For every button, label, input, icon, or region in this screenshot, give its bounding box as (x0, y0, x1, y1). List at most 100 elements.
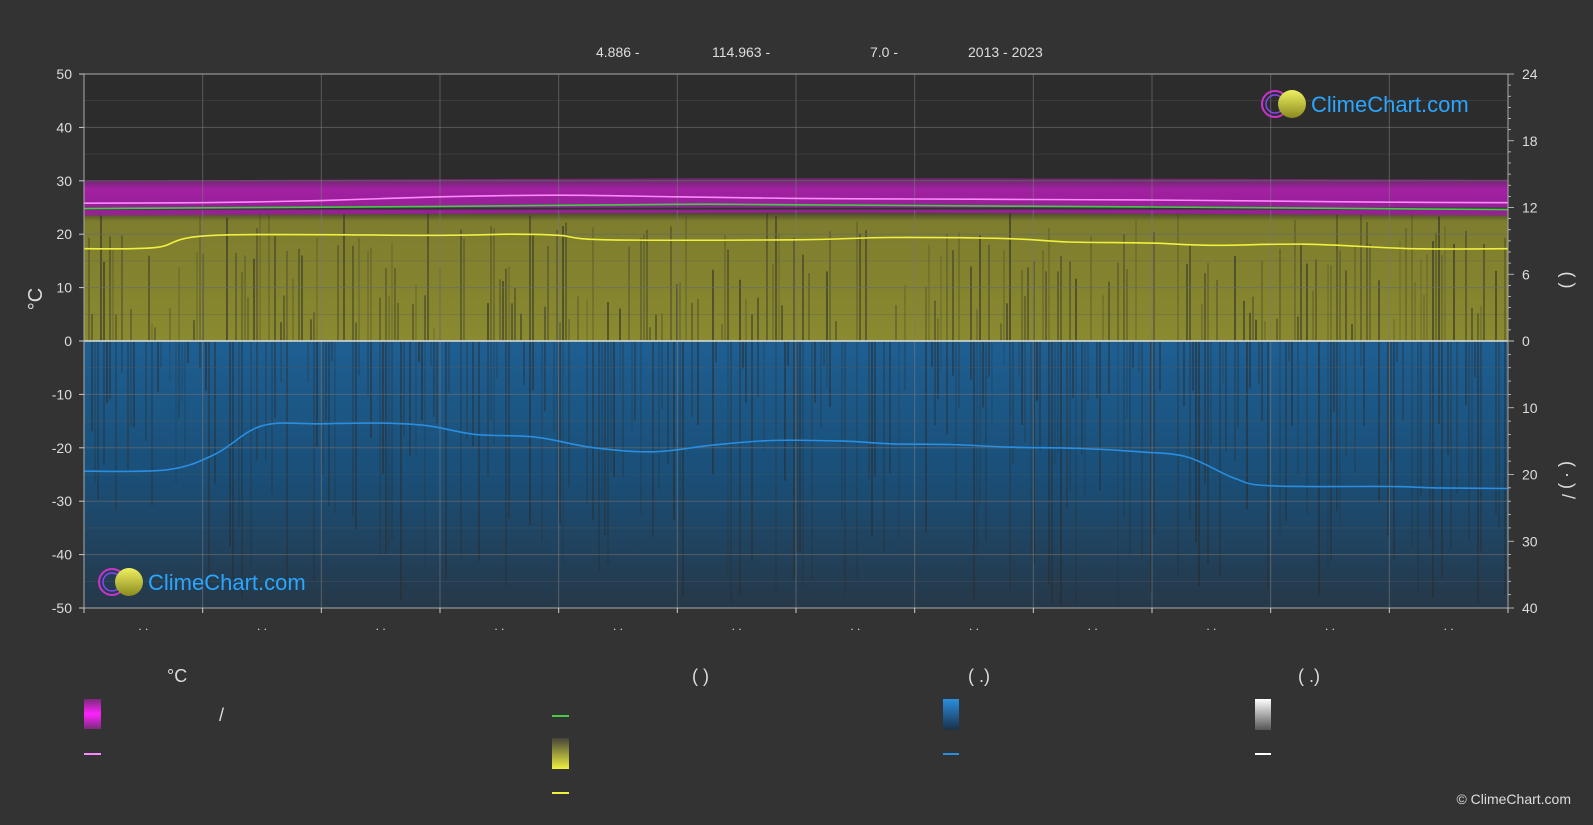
sunshine-streak (646, 229, 648, 341)
rain-streak (256, 341, 258, 461)
sunshine-streak (1033, 261, 1035, 341)
rain-streak (391, 341, 393, 541)
rain-streak (802, 341, 804, 586)
rain-streak (1456, 341, 1458, 493)
sunshine-streak (562, 226, 564, 341)
sunshine-streak (1399, 240, 1401, 341)
rain-streak (1477, 341, 1479, 604)
sunshine-streak (226, 217, 228, 341)
rain-streak (94, 341, 96, 485)
rain-streak (1468, 341, 1470, 541)
sunshine-streak (772, 264, 774, 341)
sunshine-streak (766, 209, 768, 341)
sunshine-streak (505, 268, 507, 341)
x-axis-month-label: . . (969, 619, 979, 633)
sunshine-streak (568, 319, 570, 341)
right-axis-top-tick-label: 18 (1522, 133, 1538, 149)
rain-streak (199, 341, 201, 369)
sunshine-streak (1312, 290, 1314, 341)
left-axis-tick-label: 0 (64, 333, 72, 349)
sunshine-streak (493, 228, 495, 341)
rain-streak (178, 341, 180, 418)
rain-streak (1123, 341, 1125, 519)
sunshine-streak (1453, 243, 1455, 341)
rain-streak (1390, 341, 1392, 461)
sunshine-streak (1090, 235, 1092, 341)
rain-streak (400, 341, 402, 600)
sunshine-streak (1345, 270, 1347, 341)
rain-streak (631, 341, 633, 431)
rain-streak (1420, 341, 1422, 496)
sunshine-streak (1252, 296, 1254, 341)
sunshine-streak (379, 297, 381, 341)
rain-streak (757, 341, 759, 398)
sunshine-streak (976, 308, 978, 341)
rain-streak (1246, 341, 1248, 510)
sunshine-streak (196, 251, 198, 341)
rain-streak (697, 341, 699, 426)
rain-streak (985, 341, 987, 542)
rain-streak (370, 341, 372, 439)
rain-streak (727, 341, 729, 580)
rain-streak (409, 341, 411, 456)
rain-streak (1003, 341, 1005, 365)
rain-streak (1417, 341, 1419, 595)
sunshine-streak (490, 226, 492, 341)
sunshine-streak (148, 255, 150, 341)
sunshine-streak (1414, 281, 1416, 341)
rain-streak (1177, 341, 1179, 576)
sunshine-streak (661, 313, 663, 341)
sunshine-streak (397, 302, 399, 341)
sunshine-streak (1294, 220, 1296, 341)
rain-streak (145, 341, 147, 441)
sunshine-streak (508, 266, 510, 341)
rain-streak (715, 341, 717, 363)
sunshine-streak (91, 314, 93, 341)
sunshine-streak (1465, 231, 1467, 341)
rain-streak (1234, 341, 1236, 462)
sunshine-streak (460, 229, 462, 341)
rain-streak (1033, 341, 1035, 564)
sunshine-streak (1108, 281, 1110, 341)
sunshine-streak (1276, 318, 1278, 341)
rain-streak (1465, 341, 1467, 407)
sunshine-streak (1261, 260, 1263, 341)
sunshine-streak (1117, 262, 1119, 341)
legend-snow-swatch (1255, 699, 1271, 730)
x-axis-month-label: . . (138, 619, 148, 633)
rain-streak (271, 341, 273, 494)
rain-streak (208, 341, 210, 585)
rain-streak (1060, 341, 1062, 607)
sunshine-streak (958, 232, 960, 341)
rain-streak (823, 341, 825, 366)
rain-streak (1345, 341, 1347, 457)
sunshine-streak (1423, 294, 1425, 341)
sunshine-streak (1153, 231, 1155, 341)
rain-streak (403, 341, 405, 436)
sunshine-streak (499, 279, 501, 341)
sunshine-streak (547, 245, 549, 341)
right-axis-top-tick-label: 6 (1522, 266, 1530, 282)
rain-streak (556, 341, 558, 507)
sunshine-streak (934, 300, 936, 341)
right-axis-top-tick-label: 24 (1522, 66, 1538, 82)
rain-streak (382, 341, 384, 475)
sunshine-streak (940, 255, 942, 341)
rain-streak (1099, 341, 1101, 491)
sunshine-streak (1480, 305, 1482, 341)
x-axis-month-label: . . (1206, 619, 1216, 633)
rain-streak (868, 341, 870, 480)
x-axis-month-label: . . (1088, 619, 1098, 633)
rain-streak (472, 341, 474, 447)
rain-streak (742, 341, 744, 369)
rain-streak (430, 341, 432, 366)
logo-text: ClimeChart.com (148, 570, 306, 595)
rain-streak (1066, 341, 1068, 509)
sunshine-streak (1057, 271, 1059, 341)
sunshine-streak (1177, 208, 1179, 341)
rain-streak (586, 341, 588, 505)
sunshine-streak (751, 314, 753, 341)
sunshine-streak (1204, 273, 1206, 341)
x-axis-month-label: . . (1444, 619, 1454, 633)
sunshine-streak (904, 285, 906, 341)
